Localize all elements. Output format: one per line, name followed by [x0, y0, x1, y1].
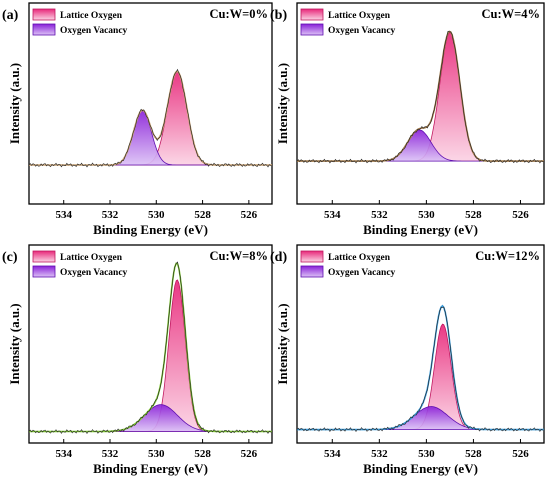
raw-data-curve [28, 68, 272, 168]
legend-label: Oxygen Vacancy [328, 26, 396, 36]
x-tick-label: 534 [55, 448, 72, 460]
x-tick-label: 526 [241, 448, 258, 460]
x-tick-label: 532 [371, 209, 388, 221]
legend-swatch [300, 8, 324, 21]
x-axis-title: Binding Energy (eV) [363, 222, 478, 237]
x-tick-label: 534 [324, 209, 341, 221]
envelope-curve [29, 262, 272, 433]
chart-panel: 534 532 530 528 526 Binding Energy (eV) Intens… [2, 2, 273, 237]
x-tick-label: 530 [148, 209, 165, 221]
panel-letter: (a) [2, 8, 19, 23]
x-tick-label: 532 [371, 448, 388, 460]
x-tick-label: 530 [418, 448, 435, 460]
ratio-label: Cu:W=12% [475, 249, 540, 263]
raw-data-curve [296, 306, 544, 433]
y-axis-title: Intensity (a.u.) [7, 303, 22, 384]
legend-label: Oxygen Vacancy [328, 268, 396, 278]
legend-label: Lattice Oxygen [328, 11, 391, 21]
ratio-label: Cu:W=4% [481, 7, 540, 21]
legend-swatch [300, 265, 324, 278]
panel-letter: (c) [2, 250, 18, 265]
x-tick-label: 526 [512, 209, 529, 221]
raw-data-curve [28, 261, 273, 434]
legend-swatch [32, 250, 56, 263]
x-axis-title: Binding Energy (eV) [93, 222, 208, 237]
x-tick-label: 528 [465, 209, 482, 221]
plot-frame [296, 244, 545, 444]
panel-letter: (b) [270, 8, 287, 23]
legend-swatch [300, 23, 324, 36]
plot-frame [296, 2, 545, 205]
chart-panel: 534 532 530 528 526 Binding Energy (eV) Intens… [270, 244, 545, 476]
ratio-label: Cu:W=0% [209, 7, 268, 21]
legend-label: Lattice Oxygen [60, 11, 123, 21]
x-axis-title: Binding Energy (eV) [93, 461, 208, 476]
peak-area-oxygen-vacancy [297, 406, 544, 430]
x-tick-label: 528 [465, 448, 482, 460]
ratio-label: Cu:W=8% [209, 249, 268, 263]
x-tick-label: 526 [512, 448, 529, 460]
legend-swatch [32, 23, 56, 36]
panel-letter: (d) [270, 250, 287, 265]
legend-swatch [300, 250, 324, 263]
plot-frame [28, 244, 273, 444]
x-tick-label: 528 [194, 448, 211, 460]
chart-panel: 534 532 530 528 526 Binding Energy (eV) Intens… [2, 244, 273, 476]
plot-frame [28, 2, 273, 205]
x-tick-label: 526 [241, 209, 258, 221]
legend-label: Oxygen Vacancy [60, 268, 128, 278]
legend-label: Oxygen Vacancy [60, 26, 128, 36]
legend-label: Lattice Oxygen [328, 253, 391, 263]
y-axis-title: Intensity (a.u.) [275, 63, 290, 144]
legend-label: Lattice Oxygen [60, 253, 123, 263]
raw-data-curve [296, 31, 544, 164]
x-tick-label: 532 [102, 448, 119, 460]
y-axis-title: Intensity (a.u.) [275, 303, 290, 384]
x-tick-label: 534 [324, 448, 341, 460]
x-tick-label: 532 [102, 209, 119, 221]
x-tick-label: 530 [418, 209, 435, 221]
legend-swatch [32, 8, 56, 21]
chart-panel: 534 532 530 528 526 Binding Energy (eV) Intens… [270, 2, 545, 237]
x-tick-label: 528 [194, 209, 211, 221]
x-tick-label: 534 [55, 209, 72, 221]
peak-area-oxygen-vacancy [29, 109, 272, 166]
x-axis-title: Binding Energy (eV) [363, 461, 478, 476]
legend-swatch [32, 265, 56, 278]
x-tick-label: 530 [148, 448, 165, 460]
peak-area-oxygen-vacancy [297, 129, 544, 162]
y-axis-title: Intensity (a.u.) [7, 63, 22, 144]
